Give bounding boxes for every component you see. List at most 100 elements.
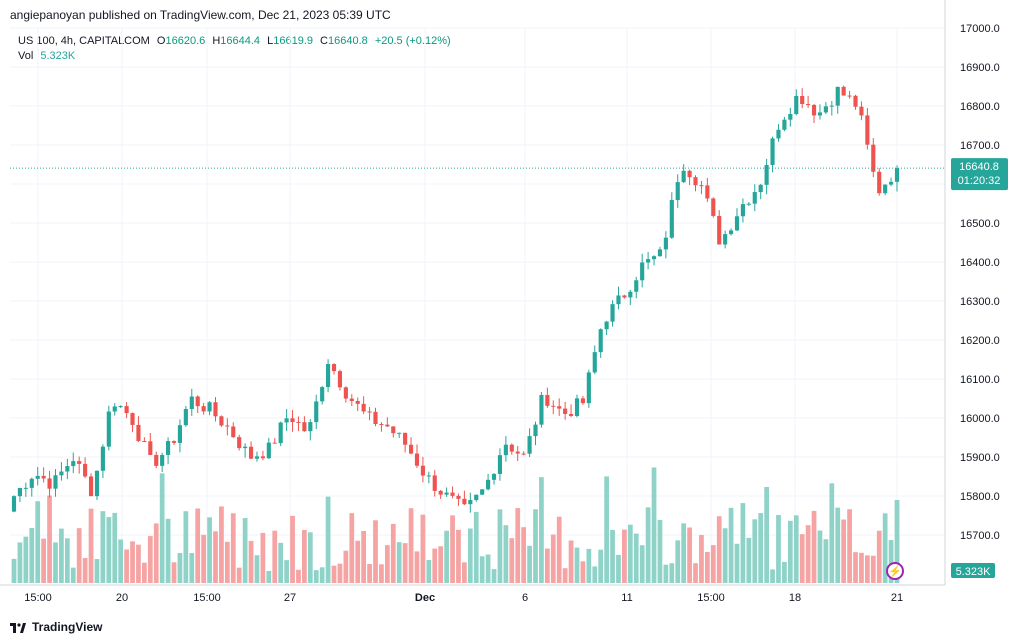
candle-body: [894, 168, 900, 182]
candle-body: [260, 456, 265, 459]
volume-bar: [408, 508, 414, 583]
volume-bar: [693, 563, 698, 583]
volume-bar: [444, 530, 449, 583]
volume-label[interactable]: Vol: [18, 50, 34, 62]
candle-body: [213, 402, 218, 417]
candle-body: [124, 406, 129, 414]
candle-body: [248, 446, 254, 459]
volume-bar: [195, 508, 201, 583]
price-tick-label: 15800.0: [960, 491, 1000, 503]
candle-body: [865, 115, 870, 145]
candle-body: [266, 442, 271, 459]
volume-bar: [29, 527, 35, 583]
volume-bar: [610, 529, 615, 583]
volume-bar: [681, 523, 687, 583]
volume-bar: [657, 519, 663, 583]
candle-body: [438, 490, 443, 495]
candle-body: [361, 403, 366, 412]
volume-bar: [633, 533, 639, 583]
volume-bar: [728, 507, 734, 583]
volume-bar: [379, 564, 384, 583]
open-label: O: [156, 35, 166, 47]
price-tick-label: 16000.0: [960, 413, 1000, 425]
candle-body: [503, 444, 508, 456]
volume-bar: [159, 473, 165, 583]
volume-bar: [639, 545, 645, 583]
volume-bar: [704, 551, 710, 583]
candle-body: [444, 492, 449, 495]
candle-body: [290, 418, 295, 423]
candle-body: [740, 204, 745, 217]
price-tick-label: 15900.0: [960, 452, 1000, 464]
candle-body: [201, 406, 206, 412]
ohlc-row: US 100, 4h, CAPITALCOM O16620.6 H16644.4…: [18, 34, 451, 49]
price-badge-countdown: 01:20:32: [958, 175, 1001, 187]
candle-body: [871, 144, 876, 172]
candle-body: [385, 424, 390, 427]
candle-body: [379, 424, 384, 426]
volume-bar: [47, 495, 52, 583]
volume-bar: [722, 528, 728, 583]
chart-legend: US 100, 4h, CAPITALCOM O16620.6 H16644.4…: [18, 34, 451, 64]
candle-body: [806, 104, 811, 106]
volume-bar: [35, 501, 41, 583]
volume-bar: [592, 566, 598, 583]
volume-bar: [432, 548, 438, 583]
candle-body: [225, 425, 230, 427]
candle-body: [278, 422, 283, 444]
symbol-label[interactable]: US 100, 4h, CAPITALCOM: [18, 35, 150, 47]
volume-bar: [497, 509, 503, 583]
candle-body: [183, 409, 188, 426]
candle-body: [693, 177, 698, 186]
candle-body: [71, 461, 76, 467]
volume-bar: [746, 537, 752, 583]
volume-bar: [675, 540, 681, 583]
candle-body: [640, 262, 645, 281]
candle-body: [160, 454, 165, 466]
volume-bar: [278, 542, 284, 583]
candle-body: [841, 86, 846, 96]
time-axis[interactable]: 15:00 20 15:00 27 Dec 6 11 15:00 18 21: [0, 584, 945, 604]
candle-body: [497, 455, 503, 474]
volume-bar: [663, 564, 669, 583]
volume-bar: [266, 570, 272, 583]
lightning-icon[interactable]: ⚡: [886, 562, 904, 580]
volume-bar: [396, 542, 402, 583]
volume-bar: [142, 562, 147, 583]
candle-body: [420, 465, 425, 476]
time-tick-label: 15:00: [697, 592, 725, 604]
candle-body: [717, 215, 722, 245]
candle-body: [811, 104, 817, 116]
candle-body: [243, 446, 248, 449]
volume-badge-background: [951, 563, 995, 578]
price-tick-label: 16700.0: [960, 140, 1000, 152]
volume-bar: [82, 557, 88, 583]
candle-body: [343, 387, 348, 399]
candle-body: [254, 456, 260, 459]
volume-badge-value: 5.323K: [956, 566, 992, 578]
volume-bar: [284, 560, 289, 583]
volume-bar: [811, 510, 817, 583]
price-tick-label: 16100.0: [960, 374, 1000, 386]
volume-bar: [574, 547, 580, 583]
volume-bar: [503, 525, 509, 583]
volume-bar: [859, 552, 864, 583]
volume-bar: [462, 562, 467, 583]
candle-body: [326, 364, 331, 388]
change-value: +20.5 (+0.12%): [374, 35, 451, 47]
price-badge-background: [951, 158, 1008, 191]
candle-body: [432, 475, 437, 491]
candle-body: [705, 185, 710, 199]
price-axis[interactable]: 15700.0 15800.0 15900.0 16000.0 16100.0 16200…: [944, 0, 1000, 585]
volume-bar: [76, 528, 82, 583]
candle-body: [142, 441, 147, 443]
volume-bar: [296, 569, 301, 583]
candle-body: [776, 129, 781, 139]
volume-bar: [473, 511, 479, 583]
candle-body: [574, 398, 580, 416]
candle-body: [675, 182, 680, 201]
candle-body: [314, 401, 319, 423]
volume-bar: [716, 516, 722, 583]
time-tick-label: 15:00: [24, 592, 52, 604]
